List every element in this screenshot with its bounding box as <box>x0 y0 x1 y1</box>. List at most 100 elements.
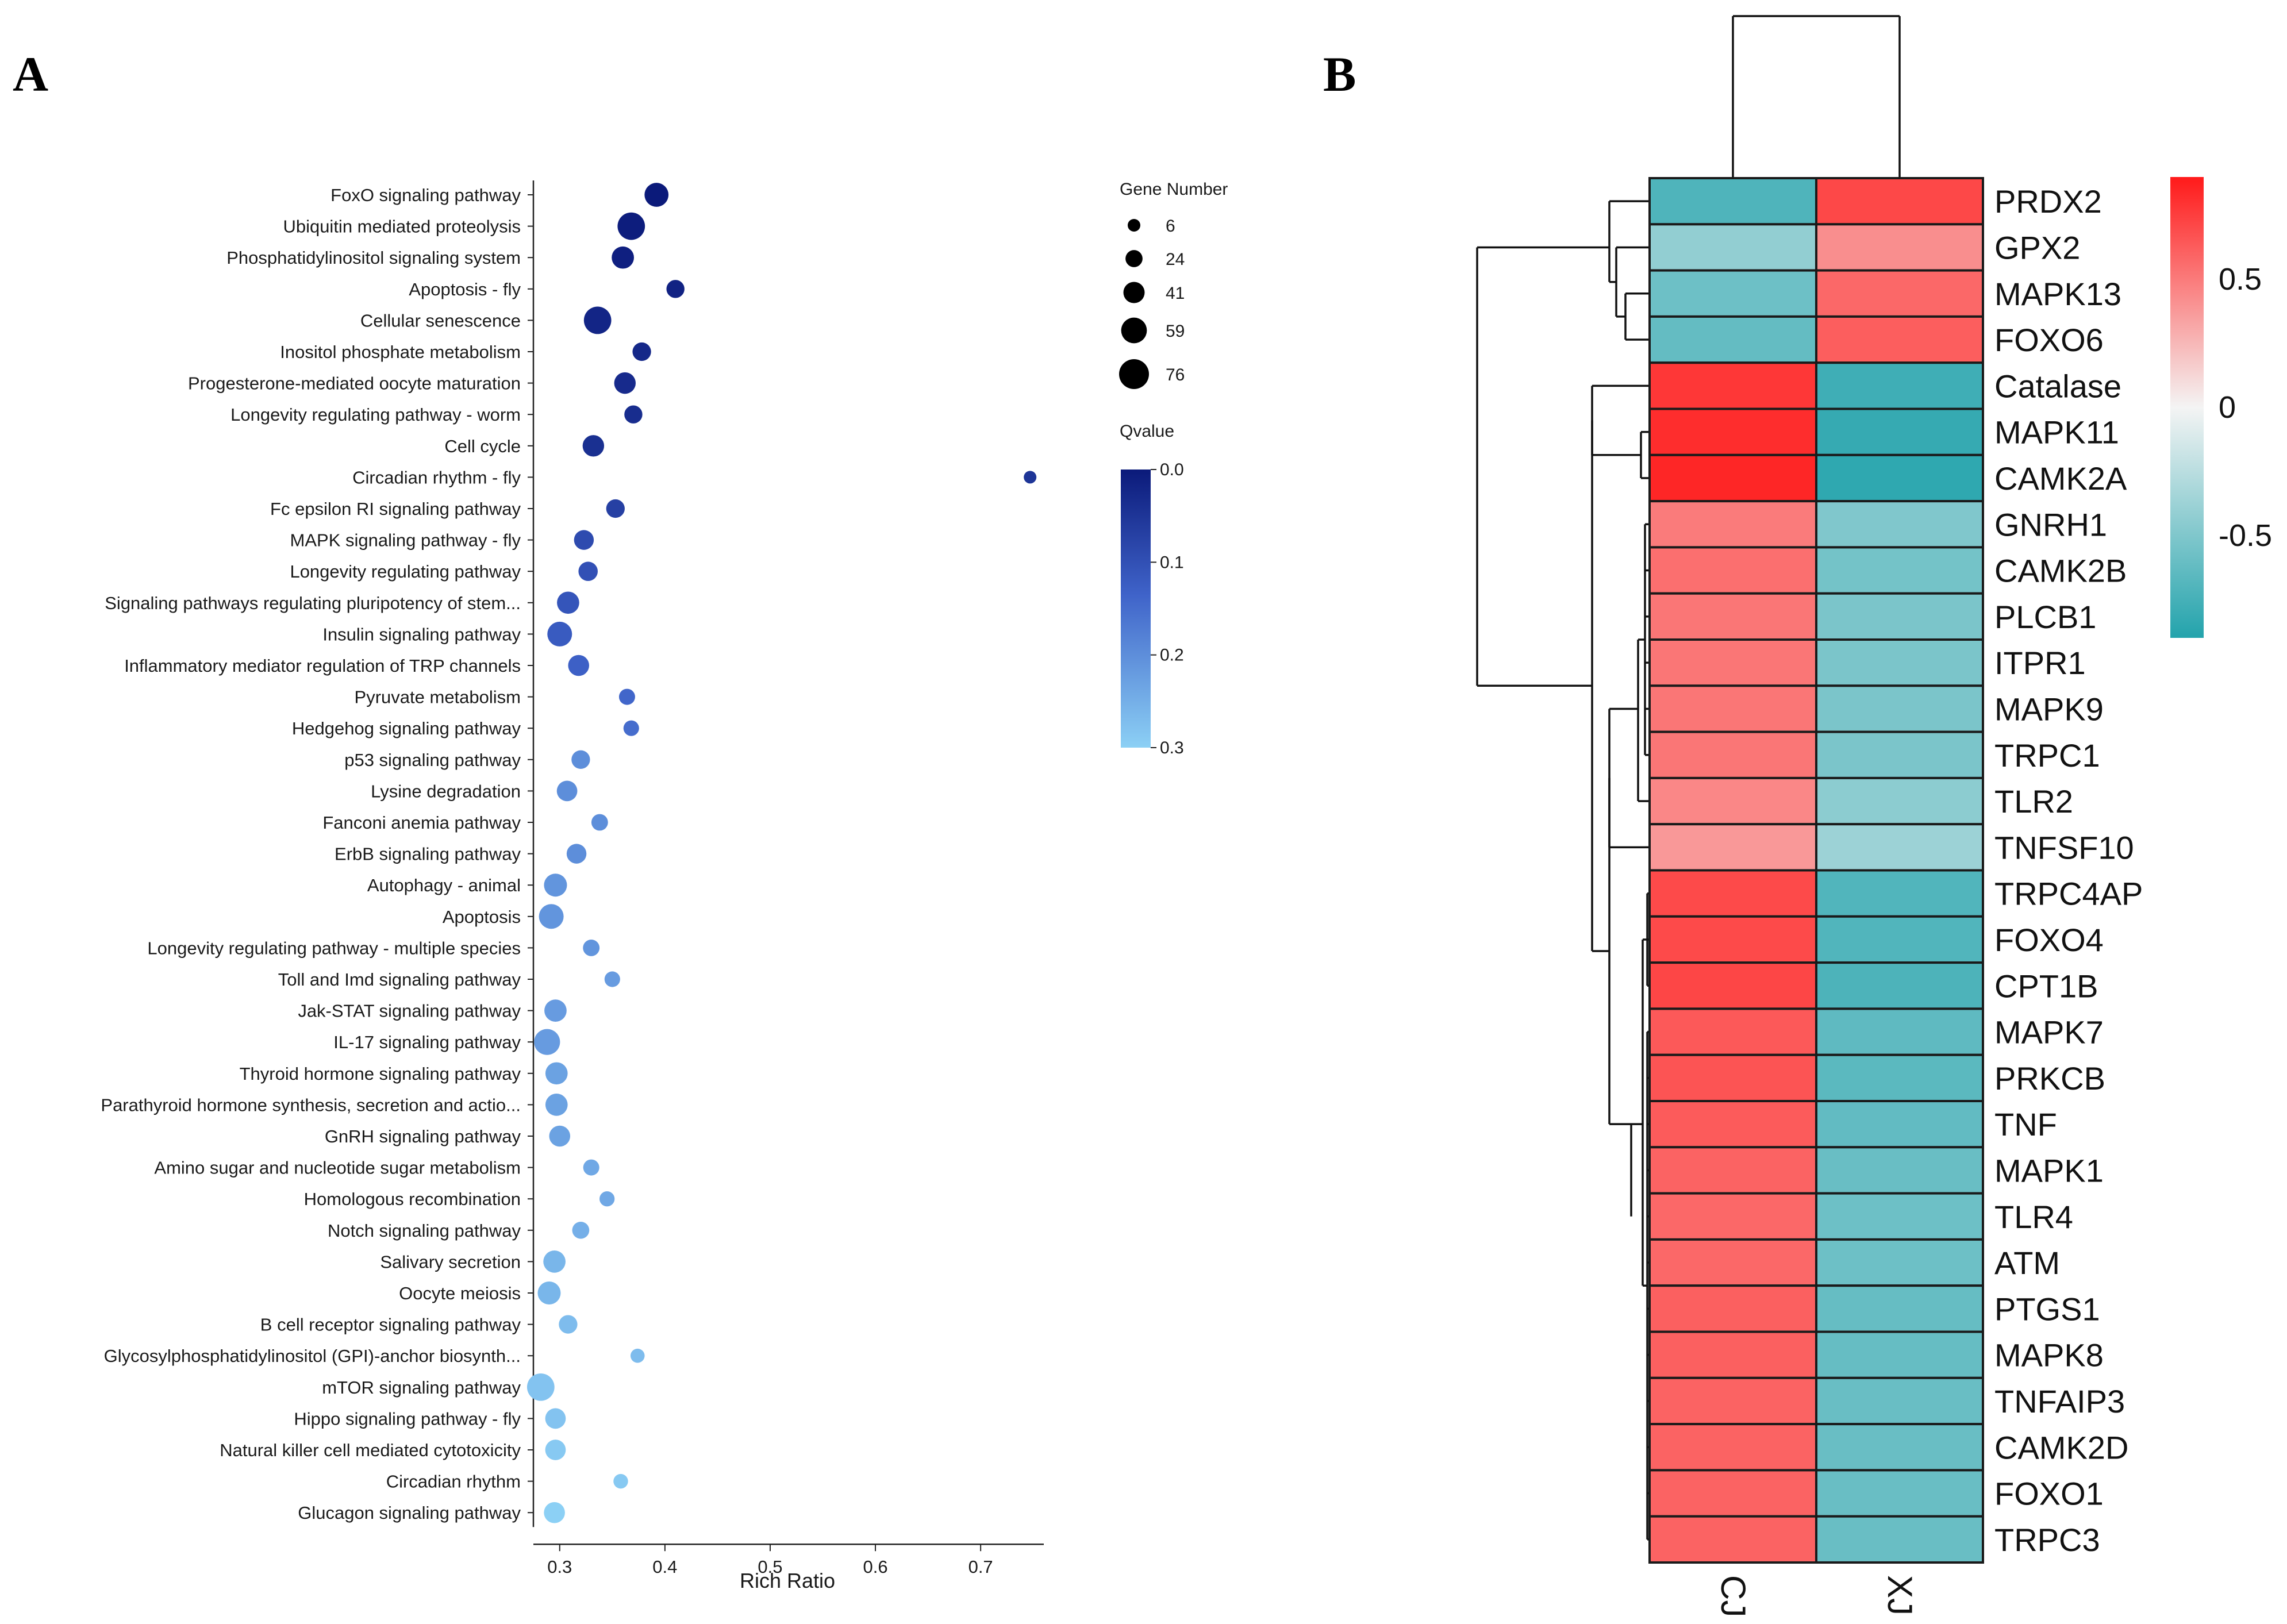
bubble-plot-area <box>528 180 535 1527</box>
heatmap-cell <box>1648 592 1817 641</box>
bubble <box>578 561 598 581</box>
pathway-label: Lysine degradation <box>371 781 521 801</box>
pathway-label: mTOR signaling pathway <box>322 1377 521 1398</box>
x-axis: 0.3 0.4 0.5 0.6 0.7 <box>533 1543 1044 1577</box>
gene-label: TRPC4AP <box>1994 876 2143 912</box>
size-legend-label: 24 <box>1166 250 1185 269</box>
heatmap-cell <box>1648 407 1817 456</box>
pathway-label: Oocyte meiosis <box>399 1283 521 1303</box>
heatmap-cells <box>1648 177 1984 1564</box>
heatmap-cell <box>1648 453 1817 503</box>
bubble <box>559 1315 578 1334</box>
gene-label: ATM <box>1994 1245 2060 1281</box>
bubble <box>574 530 594 550</box>
heatmap-cell <box>1815 1376 1984 1426</box>
heatmap-cell <box>1648 1238 1817 1287</box>
panel-b-label: B <box>1323 47 1356 102</box>
heatmap-cell <box>1648 1192 1817 1241</box>
heatmap-cell <box>1648 776 1817 826</box>
pathway-label: Thyroid hormone signaling pathway <box>240 1064 521 1084</box>
colorbar-tick-label: -0.5 <box>2219 518 2272 553</box>
gene-label: MAPK9 <box>1994 691 2104 727</box>
bubble <box>614 372 636 394</box>
bubble <box>606 499 625 518</box>
bubble <box>583 306 612 334</box>
heatmap-cell <box>1648 1376 1817 1426</box>
heatmap-cell <box>1815 407 1984 456</box>
bubble <box>618 688 635 705</box>
heatmap-cell <box>1648 361 1817 410</box>
heatmap-cell <box>1648 1100 1817 1149</box>
heatmap-cell <box>1815 1053 1984 1102</box>
gene-label: PTGS1 <box>1994 1291 2100 1327</box>
gene-label: TLR2 <box>1994 783 2073 819</box>
bubble <box>545 1094 568 1116</box>
qvalue-tick-label: 0.3 <box>1160 738 1184 757</box>
heatmap-cell <box>1648 684 1817 733</box>
pathway-label: Longevity regulating pathway - worm <box>230 405 521 425</box>
heatmap-colorbar: 0.5 0 -0.5 <box>2170 177 2272 638</box>
gene-label: MAPK7 <box>1994 1014 2104 1050</box>
pathway-label: Inositol phosphate metabolism <box>280 342 521 362</box>
heatmap-cell <box>1815 1330 1984 1379</box>
bubble <box>591 814 608 831</box>
bubble <box>545 1408 566 1429</box>
heatmap: PRDX2 GPX2 MAPK13 FOXO6 Catalase MAPK11 CAMK2A… <box>1476 15 2272 1617</box>
size-legend-label: 59 <box>1166 322 1185 341</box>
bubble <box>632 342 651 361</box>
heatmap-cell <box>1648 1469 1817 1518</box>
heatmap-cell <box>1648 315 1817 364</box>
pathway-label: Circadian rhythm - fly <box>352 467 521 487</box>
bubble <box>568 655 590 676</box>
heatmap-cell <box>1648 730 1817 779</box>
bubble <box>1024 471 1037 484</box>
pathway-label: Apoptosis - fly <box>409 279 521 299</box>
bubble <box>545 1062 568 1085</box>
gene-label: TRPC3 <box>1994 1522 2100 1558</box>
qvalue-tick-label: 0.2 <box>1160 646 1184 665</box>
colorbar-tick-label: 0.5 <box>2219 262 2262 297</box>
qvalue-tick-label: 0.1 <box>1160 553 1184 572</box>
pathway-label: Jak-STAT signaling pathway <box>298 1001 521 1021</box>
gene-label: Catalase <box>1994 368 2121 404</box>
size-legend-dot <box>1121 317 1147 344</box>
heatmap-cell <box>1648 223 1817 272</box>
pathway-label: Phosphatidylinositol signaling system <box>226 248 521 268</box>
pathway-label: Salivary secretion <box>380 1252 521 1272</box>
x-tick-label: 0.6 <box>863 1557 887 1577</box>
size-legend-dot <box>1128 219 1140 232</box>
pathway-label: Longevity regulating pathway - multiple … <box>147 938 521 958</box>
pathway-label: Fc epsilon RI signaling pathway <box>270 499 521 519</box>
pathway-label: Longevity regulating pathway <box>290 561 521 582</box>
bubble <box>583 1159 599 1176</box>
heatmap-cell <box>1648 1146 1817 1195</box>
bubbles <box>526 183 1037 1523</box>
size-legend-dot <box>1119 359 1149 389</box>
size-legend-label: 41 <box>1166 284 1185 303</box>
gene-label: TNFAIP3 <box>1994 1383 2125 1419</box>
gene-label: TRPC1 <box>1994 737 2100 773</box>
heatmap-cell <box>1648 1515 1817 1564</box>
size-legend-label: 6 <box>1166 217 1175 236</box>
x-tick-label: 0.5 <box>758 1557 782 1577</box>
bubble <box>534 1029 560 1055</box>
heatmap-dendrograms <box>1476 15 1901 1541</box>
gene-label: MAPK1 <box>1994 1152 2104 1188</box>
pathway-labels: FoxO signaling pathway Ubiquitin mediated… <box>101 185 521 1523</box>
bubble <box>612 246 634 269</box>
pathway-label: p53 signaling pathway <box>344 750 521 770</box>
heatmap-cell <box>1815 1423 1984 1472</box>
gene-label: CAMK2A <box>1994 460 2127 497</box>
heatmap-cell <box>1815 776 1984 826</box>
bubble <box>537 1282 561 1304</box>
heatmap-cell <box>1815 223 1984 272</box>
heatmap-cell <box>1815 823 1984 872</box>
size-legend-label: 76 <box>1166 365 1185 384</box>
heatmap-cell <box>1815 869 1984 918</box>
gene-number-legend: Gene Number 6 24 41 59 76 <box>1119 180 1228 389</box>
column-label: CJ <box>1714 1575 1752 1617</box>
heatmap-cell <box>1815 961 1984 1010</box>
gene-label: MAPK8 <box>1994 1337 2104 1373</box>
qvalue-colorbar <box>1121 470 1151 748</box>
heatmap-cell <box>1815 361 1984 410</box>
